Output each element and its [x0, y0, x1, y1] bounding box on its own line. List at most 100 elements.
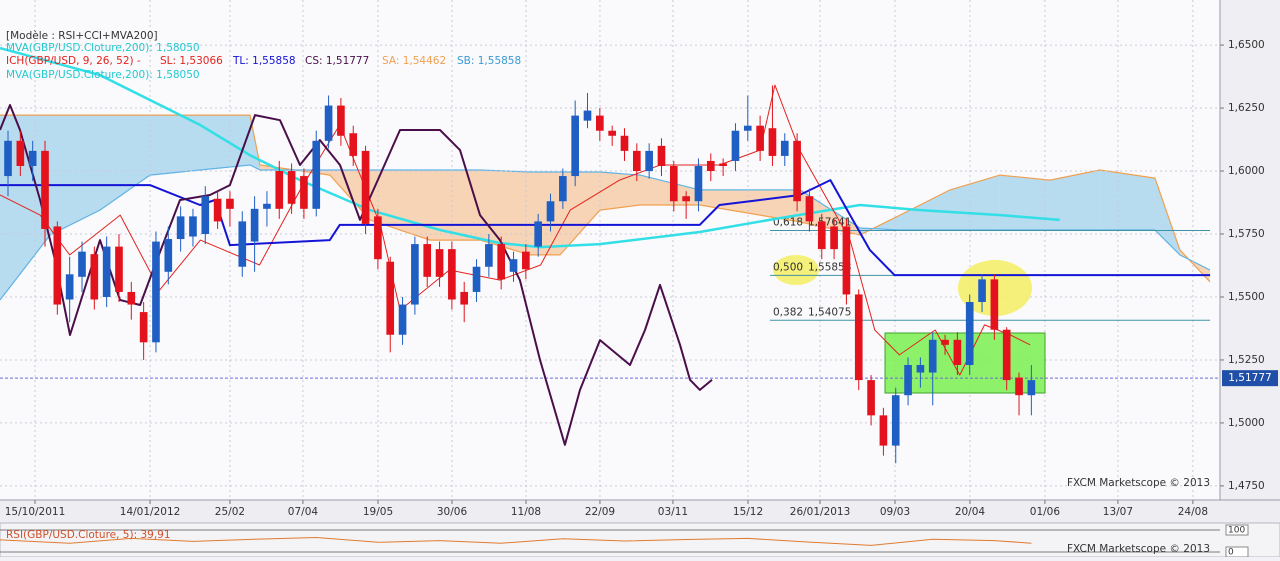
candle-body	[719, 163, 727, 166]
cloud-fill	[150, 115, 200, 176]
x-tick-label: 14/01/2012	[120, 506, 181, 518]
y-tick-label: 1,5500	[1228, 291, 1265, 303]
candle-body	[756, 125, 764, 151]
candle-body	[854, 294, 863, 381]
candle-body	[152, 241, 160, 343]
fib-ratio: 0,382	[773, 306, 803, 318]
candle-body	[226, 198, 234, 209]
candle-body	[805, 196, 814, 222]
x-tick-label: 24/08	[1178, 506, 1208, 518]
cloud-fill	[199, 115, 251, 171]
candle-body	[497, 244, 506, 280]
candle-body	[1015, 377, 1023, 396]
candle-body	[990, 279, 999, 330]
fib-level-label: 1,55858	[808, 261, 851, 273]
candle-body	[879, 415, 888, 446]
watermark: FXCM Marketscope © 2013	[1067, 543, 1210, 555]
candle-body	[435, 249, 444, 277]
candle-body	[978, 279, 986, 303]
cloud-fill	[99, 115, 151, 211]
x-tick-label: 07/04	[288, 506, 319, 518]
fib-ratio: 0,618	[773, 216, 803, 228]
legend-entry: MVA(GBP/USD.Cloture,200): 1,58050	[6, 42, 200, 54]
rsi-line	[0, 536, 1032, 546]
candle-body	[53, 226, 62, 305]
candle-body	[238, 221, 247, 267]
candle-body	[620, 135, 629, 151]
candle-body	[596, 115, 604, 131]
candle-body	[41, 150, 49, 229]
candle-body	[386, 261, 395, 335]
x-tick-label: 15/12	[733, 506, 763, 518]
legend-entry: TL: 1,55858	[232, 55, 296, 67]
candle-body	[830, 226, 838, 250]
y-axis-background	[1220, 0, 1280, 500]
candle-body	[731, 130, 740, 161]
y-tick-label: 1,6000	[1228, 165, 1265, 177]
legend-entry: SA: 1,54462	[382, 55, 446, 67]
candle-body	[916, 364, 925, 373]
candle-body	[139, 312, 148, 343]
candle-body	[559, 176, 567, 202]
rsi-tick-label: 100	[1228, 526, 1245, 536]
candle-body	[287, 171, 296, 204]
candle-body	[213, 198, 222, 222]
x-tick-label: 11/08	[511, 506, 541, 518]
candle-body	[793, 140, 801, 202]
cloud-span-line	[0, 114, 1211, 283]
candle-body	[534, 221, 543, 247]
candle-body	[275, 171, 284, 209]
candle-body	[571, 115, 579, 177]
candle-body	[632, 150, 641, 172]
candle-body	[904, 364, 912, 396]
candle-body	[780, 140, 789, 156]
candle-body	[460, 291, 469, 305]
cloud-fill	[50, 115, 100, 236]
candle-body	[669, 165, 678, 202]
cloud-fill	[799, 189, 860, 236]
candle-body	[743, 125, 752, 131]
indicator-line	[0, 46, 1060, 249]
cloud-fill	[1049, 170, 1100, 230]
candle-body	[312, 140, 321, 209]
candle-body	[398, 304, 407, 335]
candle-body	[4, 140, 12, 177]
candle-body	[349, 133, 358, 156]
cloud-fill	[560, 172, 600, 255]
x-tick-label: 01/06	[1030, 506, 1061, 518]
cloud-fill	[430, 170, 480, 241]
candle-body	[337, 105, 345, 136]
candle-body	[189, 216, 197, 237]
candle-body	[176, 216, 185, 240]
x-tick-label: 03/11	[658, 506, 688, 518]
candle-body	[374, 216, 382, 260]
candle-body	[472, 266, 481, 292]
candle-body	[608, 130, 616, 136]
cloud-fill	[949, 175, 1000, 230]
candle-body	[657, 145, 666, 166]
cloud-fill	[999, 175, 1050, 230]
candle-body	[1002, 329, 1011, 381]
x-tick-label: 19/05	[363, 506, 393, 518]
candle-body	[583, 110, 592, 121]
candle-body	[28, 150, 37, 166]
legend-entry: MVA(GBP/USD.Cloture,200): 1,58050	[6, 69, 200, 81]
x-tick-label: 13/07	[1103, 506, 1133, 518]
candle-body	[509, 259, 518, 272]
x-tick-label: 15/10/2011	[5, 506, 66, 518]
x-tick-label: 22/09	[585, 506, 615, 518]
x-axis-background	[0, 500, 1280, 523]
indicator-line	[0, 104, 713, 446]
chart-title: [Modèle : RSI+CCI+MVA200]	[6, 30, 158, 42]
legend-entry: CS: 1,51777	[305, 55, 369, 67]
y-tick-label: 1,5250	[1228, 354, 1265, 366]
x-tick-label: 26/01/2013	[790, 506, 851, 518]
x-tick-label: 25/02	[215, 506, 245, 518]
candle-body	[361, 150, 370, 224]
y-tick-label: 1,6250	[1228, 102, 1265, 114]
cloud-fill	[1099, 170, 1155, 230]
candle-body	[201, 196, 210, 235]
legend-entry: ICH(GBP/USD, 9, 26, 52) -	[6, 55, 141, 67]
